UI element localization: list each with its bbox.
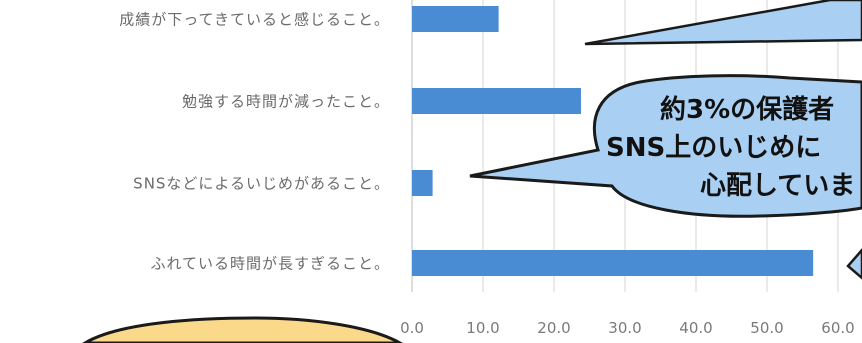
x-tick-label: 60.0 — [821, 319, 854, 337]
category-label-grades-declining: 成績が下ってきていると感じること。 — [119, 10, 390, 29]
x-tick-label: 0.0 — [400, 319, 424, 337]
callout-speech-bubble — [469, 74, 862, 218]
bottom-right-callout-pointer — [846, 248, 862, 280]
top-callout-pointer — [584, 0, 862, 46]
bar — [412, 170, 433, 196]
category-labels: 成績が下ってきていると感じること。 勉強する時間が減ったこと。 SNSなどによる… — [0, 0, 390, 343]
x-tick-labels: 0.0 10.0 20.0 30.0 40.0 50.0 60.0 — [400, 319, 855, 337]
bars — [412, 6, 814, 276]
top-callout-pointer-shape — [584, 0, 862, 46]
bottom-right-callout — [846, 248, 862, 280]
bar — [412, 6, 499, 32]
x-tick-label: 20.0 — [537, 319, 570, 337]
category-label-sns-bullying: SNSなどによるいじめがあること。 — [133, 174, 390, 193]
callout-line-2: SNS上のいじめに — [606, 133, 821, 163]
callout-bubble: 約3%の保護者 SNS上のいじめに 心配していま — [469, 74, 862, 218]
callout-line-3: 心配していま — [700, 171, 855, 201]
bar — [412, 88, 581, 114]
bottom-yellow-bubble — [82, 316, 404, 343]
bar — [412, 250, 814, 276]
category-label-time-too-long: ふれている時間が長すぎること。 — [150, 254, 390, 273]
x-tick-label: 30.0 — [608, 319, 641, 337]
x-tick-label: 10.0 — [466, 319, 499, 337]
category-label-study-time-decreased: 勉強する時間が減ったこと。 — [181, 92, 390, 111]
x-tick-label: 40.0 — [679, 319, 712, 337]
yellow-speech-bubble — [82, 316, 404, 343]
x-tick-label: 50.0 — [750, 319, 783, 337]
callout-line-1: 約3%の保護者 — [660, 94, 834, 125]
